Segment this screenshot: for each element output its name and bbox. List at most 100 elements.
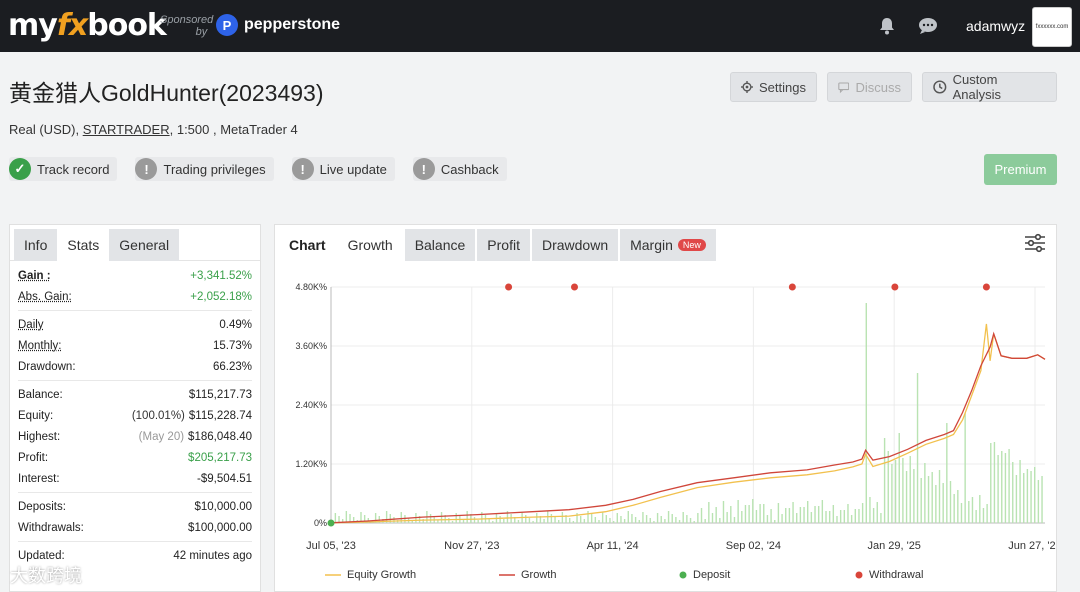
pepperstone-name: pepperstone	[244, 16, 341, 33]
volume-bar	[997, 455, 999, 523]
avatar[interactable]: fxxxxxx.com	[1032, 7, 1072, 47]
stat-label[interactable]: Monthly:	[18, 339, 62, 352]
volume-bar	[536, 513, 538, 523]
volume-bar	[741, 511, 743, 523]
badge-track-record[interactable]: ✓ Track record	[9, 157, 118, 181]
x-tick-label: Sep 02, '24	[726, 540, 781, 552]
pepperstone-logo[interactable]: P pepperstone	[216, 14, 340, 36]
volume-bar	[821, 500, 824, 523]
legend-equity[interactable]: Equity Growth	[325, 569, 499, 581]
custom-analysis-label: Custom Analysis	[952, 72, 1002, 102]
legend-deposit[interactable]: Deposit	[679, 569, 855, 581]
stat-value: +2,052.18%	[190, 290, 252, 303]
volume-bar	[697, 513, 699, 523]
volume-bar	[689, 518, 692, 523]
volume-bar	[503, 519, 505, 523]
volume-bar	[517, 520, 520, 523]
volume-bar	[763, 504, 765, 523]
volume-bar	[975, 510, 977, 523]
volume-bar	[993, 442, 996, 523]
volume-bar	[858, 509, 860, 523]
stat-row-deposits: Deposits: $10,000.00	[10, 496, 260, 517]
legend-withdrawal[interactable]: Withdrawal	[855, 569, 923, 581]
settings-button[interactable]: Settings	[730, 72, 817, 102]
stat-label[interactable]: Daily	[18, 318, 44, 331]
stat-row-withdrawals: Withdrawals: $100,000.00	[10, 517, 260, 538]
stat-value: 42 minutes ago	[173, 549, 252, 562]
volume-bar	[891, 464, 893, 523]
volume-bar	[799, 507, 802, 523]
settings-label: Settings	[759, 79, 806, 95]
tab-info[interactable]: Info	[14, 229, 58, 261]
volume-bar	[843, 510, 846, 523]
volume-bar	[719, 518, 721, 523]
growth-chart[interactable]: 0% 1.20K% 2.40K% 3.60K% 4.80K% Jul 05, '23 Nov…	[275, 261, 1056, 571]
badge-live-update[interactable]: ! Live update	[291, 157, 395, 181]
stat-label: Equity:	[18, 409, 54, 422]
volume-bar	[1034, 467, 1036, 523]
sponsored-text: Sponsored by	[160, 14, 213, 38]
volume-bar	[385, 511, 388, 523]
withdrawal-marker	[788, 283, 796, 291]
username[interactable]: adamwyz	[966, 18, 1026, 34]
volume-bar	[854, 509, 856, 523]
tab-growth[interactable]: Growth	[337, 229, 403, 261]
y-tick-label: 1.20K%	[295, 459, 327, 469]
volume-bar	[942, 483, 944, 523]
stat-row-gain: Gain : +3,341.52%	[10, 265, 260, 286]
stat-row-drawdown: Drawdown: 66.23%	[10, 356, 260, 377]
volume-bar	[656, 513, 659, 523]
badge-trading-privileges[interactable]: ! Trading privileges	[135, 157, 274, 181]
volume-bar	[982, 508, 985, 523]
volume-bar	[352, 517, 355, 523]
badge-cashback[interactable]: ! Cashback	[412, 157, 507, 181]
bell-icon[interactable]	[878, 17, 896, 35]
stat-value: -$9,504.51	[197, 472, 252, 485]
stat-value: 0.49%	[219, 318, 252, 331]
volume-bar	[448, 518, 450, 523]
stats-tabs: Info Stats General	[10, 225, 260, 261]
tab-balance[interactable]: Balance	[404, 229, 476, 261]
myfxbook-logo[interactable]: my fx book	[8, 8, 167, 46]
withdrawal-marker	[505, 283, 513, 291]
tab-margin[interactable]: Margin New	[620, 229, 716, 261]
premium-button[interactable]: Premium	[984, 154, 1057, 185]
volume-bar	[876, 502, 878, 523]
volume-bar	[667, 511, 670, 523]
volume-bar	[532, 521, 534, 523]
avatar-text: fxxxxxx.com	[1035, 24, 1069, 30]
verification-badges: ✓ Track record ! Trading privileges ! Li…	[9, 157, 507, 181]
volume-bar	[759, 504, 761, 523]
stat-value: +3,341.52%	[190, 269, 252, 282]
discuss-button[interactable]: Discuss	[827, 72, 912, 102]
volume-bar	[872, 508, 875, 523]
tab-general[interactable]: General	[109, 229, 180, 261]
badge-label: Cashback	[440, 161, 499, 177]
broker-link[interactable]: STARTRADER	[82, 122, 170, 137]
stat-row-equity: Equity: (100.01%) $115,228.74	[10, 405, 260, 426]
stat-label[interactable]: Abs. Gain:	[18, 290, 72, 303]
custom-analysis-button[interactable]: Custom Analysis	[922, 72, 1057, 102]
volume-bar	[451, 521, 454, 523]
volume-bar	[422, 519, 424, 523]
tab-profit[interactable]: Profit	[477, 229, 530, 261]
volume-bar	[781, 514, 783, 523]
stat-label[interactable]: Gain :	[18, 269, 51, 282]
tab-drawdown[interactable]: Drawdown	[531, 229, 619, 261]
chart-settings-icon[interactable]	[1024, 233, 1046, 253]
legend-growth[interactable]: Growth	[499, 569, 679, 581]
volume-bar	[938, 470, 941, 523]
volume-bar	[598, 520, 600, 523]
volume-bar	[470, 514, 472, 523]
pepperstone-icon: P	[216, 14, 238, 36]
tab-chart[interactable]: Chart	[279, 229, 336, 261]
x-tick-label: Nov 27, '23	[444, 540, 499, 552]
volume-bar	[792, 502, 794, 523]
volume-bar	[440, 512, 443, 523]
stat-label: Deposits:	[18, 500, 66, 513]
volume-bar	[477, 520, 479, 523]
stat-row-monthly: Monthly: 15.73%	[10, 335, 260, 356]
volume-bar	[825, 511, 827, 523]
chat-icon[interactable]	[918, 17, 938, 35]
tab-stats[interactable]: Stats	[57, 229, 110, 261]
